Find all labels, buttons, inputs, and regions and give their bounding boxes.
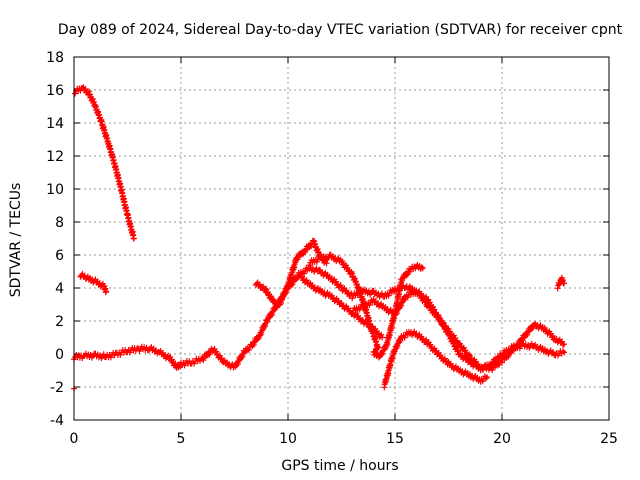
data-point (482, 375, 489, 382)
data-point (436, 314, 443, 321)
series-arc-7 (306, 251, 426, 361)
data-point (399, 277, 406, 284)
x-tick-label: 15 (386, 431, 404, 447)
series-arc-2 (77, 270, 110, 296)
data-point (378, 351, 385, 358)
series-arc-8 (349, 287, 568, 374)
data-point (441, 322, 448, 329)
y-tick-label: 8 (55, 215, 64, 231)
data-point (387, 362, 394, 369)
x-axis-label: GPS time / hours (281, 458, 398, 474)
data-point (250, 341, 257, 348)
data-point (418, 264, 425, 271)
x-tick-label: 5 (177, 431, 186, 447)
data-point (419, 265, 426, 272)
data-point (294, 256, 301, 263)
x-tick-label: 25 (600, 431, 618, 447)
axis-ticks: 0 5 10 15 20 25 -4 -2 0 2 4 6 8 10 12 14 16 18 (46, 50, 618, 447)
series-arc-9 (381, 328, 491, 391)
y-tick-label: 12 (46, 149, 64, 165)
y-tick-label: -4 (50, 413, 64, 429)
data-point (379, 334, 386, 341)
data-point (301, 270, 308, 277)
data-points (71, 84, 568, 392)
data-point (385, 292, 392, 299)
data-point (489, 362, 496, 369)
data-point (381, 346, 388, 353)
data-point (495, 356, 502, 363)
data-point (378, 290, 385, 297)
data-point (426, 299, 433, 306)
y-tick-label: 4 (55, 281, 64, 297)
data-point (130, 235, 137, 242)
data-point (200, 357, 207, 364)
data-point (323, 260, 330, 267)
y-tick-label: 16 (46, 83, 64, 99)
data-point (368, 323, 375, 330)
data-point (559, 348, 566, 355)
y-tick-label: 6 (55, 248, 64, 264)
series-arc-3 (71, 264, 568, 374)
data-point (239, 353, 246, 360)
data-point (439, 319, 446, 326)
data-point (425, 296, 432, 303)
data-point (264, 318, 271, 325)
plot-frame (73, 56, 610, 421)
data-point (430, 303, 437, 310)
data-point (206, 351, 213, 358)
y-tick-label: -2 (50, 380, 64, 396)
x-tick-label: 0 (70, 431, 79, 447)
series-arc-10 (554, 274, 568, 292)
x-tick-label: 10 (279, 431, 297, 447)
grid-lines (74, 57, 609, 420)
data-point (499, 352, 505, 359)
data-point (268, 293, 275, 300)
data-point (264, 288, 271, 295)
data-point (561, 341, 568, 348)
y-axis-label: SDTVAR / TECUs (8, 183, 24, 298)
data-point (484, 374, 491, 381)
data-point (234, 361, 241, 368)
x-tick-label: 20 (493, 431, 511, 447)
y-tick-label: 0 (55, 347, 64, 363)
data-point (103, 288, 110, 295)
data-point (378, 331, 385, 338)
data-point (506, 348, 513, 355)
data-point (561, 349, 568, 356)
y-tick-label: 2 (55, 314, 64, 330)
data-point (561, 280, 568, 287)
data-point (347, 291, 354, 298)
series-arc-1 (72, 84, 137, 242)
data-point (505, 353, 512, 360)
data-point (308, 243, 315, 250)
data-point (432, 309, 439, 316)
data-point (393, 310, 400, 317)
data-point (550, 348, 557, 355)
data-point (302, 249, 309, 256)
y-tick-label: 18 (46, 50, 64, 66)
y-tick-label: 10 (46, 182, 64, 198)
data-point (435, 312, 442, 319)
data-point (431, 306, 438, 313)
data-point (489, 367, 496, 374)
data-point (263, 286, 270, 293)
data-point (379, 350, 386, 357)
series-arc-5 (252, 237, 330, 309)
data-point (559, 341, 566, 348)
chart-title: Day 089 of 2024, Sidereal Day-to-day VTE… (58, 22, 623, 38)
data-point (398, 302, 405, 309)
data-point (499, 359, 505, 366)
y-tick-label: 14 (46, 116, 64, 132)
data-point (245, 346, 252, 353)
data-point (529, 325, 536, 332)
data-point (524, 331, 531, 338)
data-point (268, 311, 275, 318)
